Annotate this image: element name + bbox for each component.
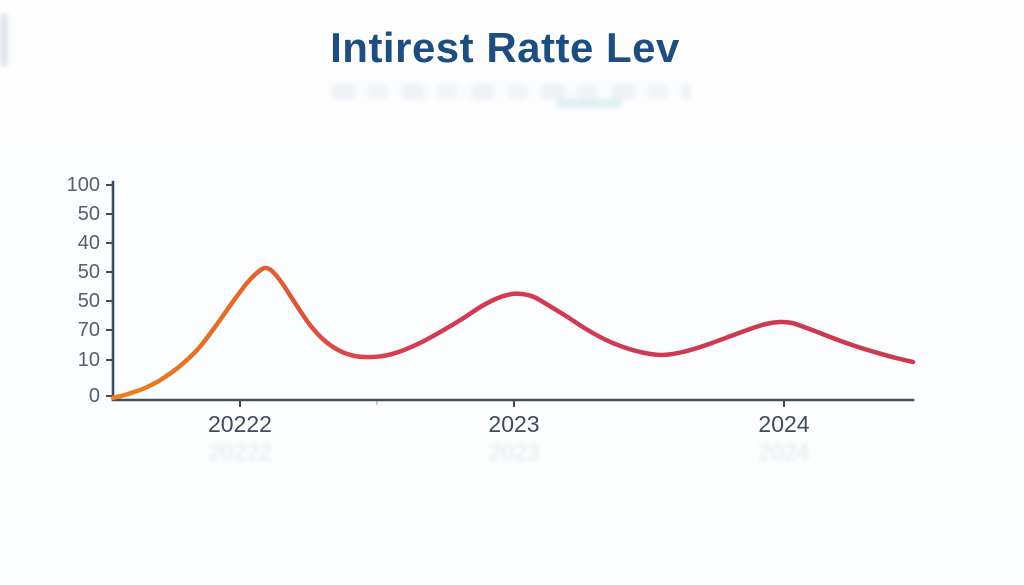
x-tick-label-ghost: 20222 xyxy=(208,439,272,465)
ghost-subtitle-artifact xyxy=(332,84,690,99)
y-tick-label: 100 xyxy=(67,174,100,196)
rate-line-series xyxy=(110,265,916,401)
y-tick-label: 10 xyxy=(78,349,100,371)
ghost-subtitle-artifact-2 xyxy=(556,99,622,107)
x-tick-label: 2024 xyxy=(758,411,809,437)
y-tick-label: 50 xyxy=(78,290,100,312)
x-tick-label: 2023 xyxy=(488,411,539,437)
tick-marks xyxy=(106,184,785,407)
axis-lines xyxy=(111,180,915,402)
y-tick-label: 50 xyxy=(78,203,100,225)
y-tick-label: 70 xyxy=(78,319,100,341)
axes xyxy=(111,180,915,402)
edge-artifact xyxy=(0,14,8,66)
y-tick-label: 50 xyxy=(78,261,100,283)
y-tick-label: 40 xyxy=(78,232,100,254)
x-tick-label-ghost: 2024 xyxy=(758,439,809,465)
chart-title: Intirest Ratte Lev xyxy=(330,24,680,71)
x-tick-label: 20222 xyxy=(208,411,272,437)
y-tick-label: 0 xyxy=(89,385,100,407)
x-tick-label-ghost: 2023 xyxy=(488,439,539,465)
